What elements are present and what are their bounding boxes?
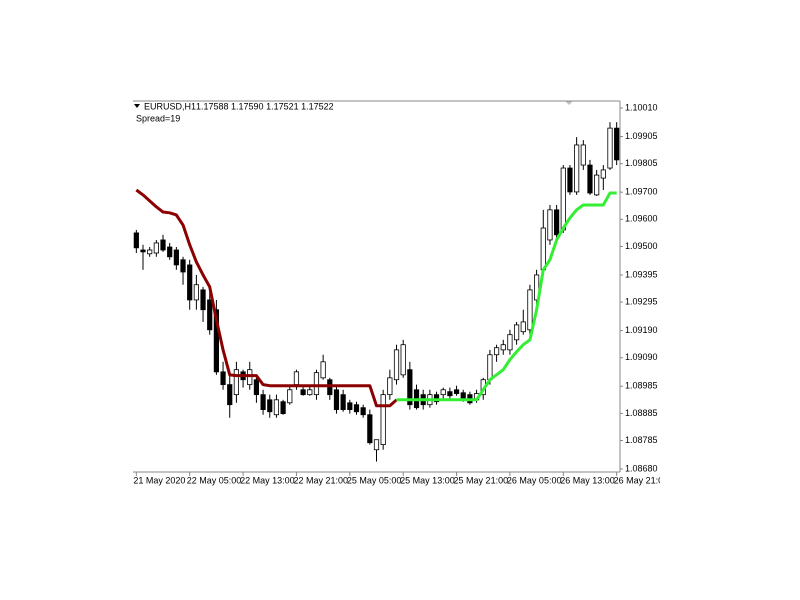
candle-body <box>300 389 306 396</box>
y-tick-label: 1.10010 <box>625 102 658 112</box>
candle-body <box>594 174 600 196</box>
y-tick-label: 1.09295 <box>625 296 658 306</box>
candle-body <box>253 379 260 396</box>
y-tick-label: 1.08885 <box>625 408 658 418</box>
candle-body <box>440 389 446 396</box>
candle-body <box>227 384 233 406</box>
indicator-line <box>396 191 617 402</box>
candle-body <box>287 389 293 404</box>
y-tick-label: 1.09090 <box>625 352 658 362</box>
candle-body <box>507 334 513 351</box>
indicator-line <box>135 188 398 408</box>
candle-body <box>493 347 500 356</box>
candle-body <box>540 227 546 271</box>
y-tick-label: 1.09500 <box>625 241 658 251</box>
candle-body <box>453 389 460 394</box>
candle-body <box>587 164 593 194</box>
candle-body <box>353 404 360 413</box>
candle-body <box>293 371 300 386</box>
x-tick-label: 26 May 05:00 <box>507 475 562 485</box>
candle-body <box>147 249 153 255</box>
candle-body <box>307 389 313 396</box>
y-tick-label: 1.09395 <box>625 269 658 279</box>
candle-body <box>614 127 620 161</box>
candle-body <box>267 399 273 413</box>
candle-body <box>580 144 586 166</box>
candle-body <box>607 127 613 169</box>
candle-body <box>340 394 346 410</box>
candle-body <box>534 274 540 301</box>
x-tick-label: 21 May 2020 <box>133 475 185 485</box>
y-tick-label: 1.09600 <box>625 214 658 224</box>
candle-body <box>554 209 560 236</box>
candle-body <box>333 389 340 410</box>
candle-body <box>574 144 580 193</box>
symbol-menu-arrow <box>134 104 140 108</box>
candle-body <box>513 324 520 341</box>
y-tick-label: 1.08985 <box>625 381 658 391</box>
candle-body <box>547 209 553 241</box>
x-tick-label: 25 May 05:00 <box>347 475 402 485</box>
candle-body <box>207 299 213 331</box>
candle-body <box>280 401 286 415</box>
x-tick-label: 25 May 21:00 <box>454 475 509 485</box>
candle-body <box>173 249 179 266</box>
y-tick-label: 1.09805 <box>625 158 658 168</box>
candle-body <box>187 264 193 301</box>
candle-body <box>213 309 219 373</box>
candle-body <box>273 399 280 416</box>
y-tick-label: 1.08785 <box>625 435 658 445</box>
candle-body <box>180 259 186 273</box>
candle-body <box>200 289 206 311</box>
candle-body <box>393 349 400 381</box>
candle-body <box>133 232 139 249</box>
candle-body <box>233 369 240 396</box>
candle-body <box>407 369 413 406</box>
candle-body <box>313 372 320 396</box>
candle-body <box>447 391 453 397</box>
candle-body <box>387 377 393 396</box>
y-tick-label: 1.09700 <box>625 187 658 197</box>
candle-body <box>433 394 440 403</box>
x-tick-label: 22 May 05:00 <box>187 475 242 485</box>
y-tick-label: 1.08680 <box>625 463 658 473</box>
candle-body <box>167 246 173 258</box>
x-tick-label: 22 May 13:00 <box>240 475 295 485</box>
candle-body <box>400 344 406 376</box>
candle-body <box>500 344 506 351</box>
candle-body <box>140 249 146 253</box>
candle-body <box>153 242 159 254</box>
x-tick-label: 26 May 21:00 <box>614 475 669 485</box>
shift-marker <box>565 101 573 105</box>
candle-body <box>380 394 386 445</box>
candle-body <box>367 414 373 444</box>
symbol-title: EURUSD,H1 <box>144 101 196 111</box>
candle-body <box>360 407 366 416</box>
candle-body <box>560 167 566 231</box>
candle-body <box>160 239 166 251</box>
candle-body <box>567 167 573 193</box>
x-tick-label: 25 May 13:00 <box>400 475 455 485</box>
candle-body <box>320 361 326 379</box>
y-tick-label: 1.09905 <box>625 131 658 141</box>
candle-body <box>193 284 199 301</box>
candle-body <box>600 169 606 179</box>
x-tick-label: 22 May 21:00 <box>293 475 348 485</box>
candle-body <box>373 439 380 451</box>
candle-body <box>260 394 266 410</box>
candle-body <box>487 354 493 381</box>
candle-body <box>527 289 533 331</box>
candle-body <box>520 321 526 333</box>
candle-body <box>220 371 226 386</box>
x-tick-label: 26 May 13:00 <box>560 475 615 485</box>
quote-text: 1.17588 1.17590 1.17521 1.17522 <box>196 101 334 111</box>
candle-body <box>347 402 353 410</box>
spread-text: Spread=19 <box>136 113 180 123</box>
y-tick-label: 1.09190 <box>625 325 658 335</box>
